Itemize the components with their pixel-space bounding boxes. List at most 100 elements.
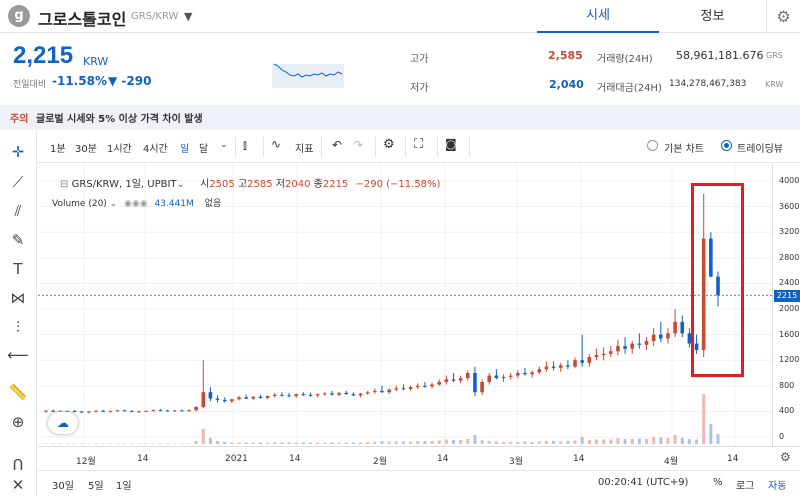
tradingview-radio[interactable] [721, 140, 732, 151]
indicator-icon[interactable]: ∿ [271, 137, 282, 151]
interval-1h[interactable]: 1시간 [107, 144, 132, 155]
volume-settings-icon[interactable]: ◉◉◉ [124, 199, 148, 209]
tradingview-label[interactable]: 트레이딩뷰 [737, 144, 783, 155]
candle-body [387, 389, 391, 393]
range-30d[interactable]: 30일 [52, 481, 74, 492]
volume-bar [637, 438, 641, 444]
volume-bar [237, 442, 241, 444]
volume-bar [695, 439, 699, 444]
price-unit: KRW [83, 55, 109, 68]
clock[interactable]: 00:20:41 (UTC+9) [598, 477, 689, 488]
gear-icon[interactable]: ⚙ [766, 0, 800, 33]
range-1d[interactable]: 1일 [116, 481, 132, 492]
back-arrow-icon[interactable]: ⟵ [7, 346, 29, 364]
volume-bar [94, 443, 98, 444]
candle-body [358, 393, 363, 396]
log-toggle[interactable]: 로그 [736, 481, 755, 492]
volume-bar [409, 441, 413, 444]
volume-bar [130, 443, 134, 444]
volume-bar [194, 441, 198, 444]
x-tick: 2월 [373, 457, 388, 467]
candle-type-icon[interactable]: ⫾ [243, 138, 247, 152]
coin-pair: GRS/KRW [131, 11, 179, 22]
candle-body [573, 360, 577, 367]
y-tick: 800 [779, 380, 795, 390]
pattern-icon[interactable]: ⋈ [10, 289, 26, 307]
undo-icon[interactable]: ↶ [332, 138, 343, 152]
x-tick: 14 [289, 454, 301, 464]
percent-toggle[interactable]: % [713, 477, 723, 488]
volume-bar [380, 441, 384, 444]
magnet-icon[interactable]: Ո [12, 456, 24, 474]
interval-month[interactable]: 달 [199, 144, 209, 155]
interval-30m[interactable]: 30분 [75, 144, 97, 155]
brush-icon[interactable]: ✎ [11, 231, 25, 249]
volume-bar [80, 443, 84, 444]
volume-unit: GRS [766, 51, 783, 60]
coin-name[interactable]: 그로스톨코인 [38, 10, 127, 29]
candle-body [222, 399, 227, 402]
zoom-in-icon[interactable]: ⊕ [11, 413, 25, 431]
volume-bar [344, 442, 348, 444]
volume-bar [330, 442, 334, 444]
volume-bar [630, 439, 634, 444]
auto-toggle[interactable]: 자동 [768, 481, 787, 492]
hide-drawings-icon[interactable]: ✕ [11, 476, 25, 494]
tab-price[interactable]: 시세 [537, 0, 659, 33]
volume-bar [530, 442, 534, 444]
y-tick: 400 [779, 406, 795, 416]
volume-bar [416, 441, 420, 444]
text-icon[interactable]: T [13, 260, 23, 278]
change-legend: −290 (−11.58%) [355, 179, 441, 190]
change-amount: ▼ -290 [108, 74, 152, 88]
high-label: 고가 [410, 54, 429, 65]
candle-body [601, 353, 606, 356]
fullscreen-icon[interactable]: ⛶ [414, 137, 424, 152]
volume-bar [115, 443, 119, 444]
amount-unit: KRW [765, 80, 784, 89]
settings-icon[interactable]: ⚙ [383, 137, 395, 152]
interval-day[interactable]: 일 [180, 144, 190, 155]
basic-chart-radio[interactable] [647, 140, 658, 151]
ruler-measure-icon[interactable]: ⫶ [16, 318, 20, 336]
volume-bar [387, 441, 391, 444]
basic-chart-label[interactable]: 기본 차트 [664, 144, 704, 155]
camera-icon[interactable]: ◙ [445, 137, 457, 151]
volume-bar [537, 441, 541, 444]
candle-body [158, 410, 163, 412]
indicator-button[interactable]: 지표 [295, 144, 314, 155]
candle-body [315, 394, 320, 396]
interval-4h[interactable]: 4시간 [143, 144, 168, 155]
collapse-icon[interactable]: ⊟ [60, 179, 69, 190]
candle-body [608, 351, 613, 354]
candlestick-chart[interactable] [38, 164, 772, 446]
chevron-down-icon[interactable]: ▼ [184, 10, 193, 23]
tab-info[interactable]: 정보 [700, 9, 725, 24]
candle-body [401, 388, 406, 390]
fork-icon[interactable]: ⫽ [14, 202, 22, 220]
volume-bar [123, 443, 127, 444]
volume-bar [451, 440, 455, 444]
candle-body [544, 366, 549, 370]
interval-1m[interactable]: 1분 [50, 144, 66, 155]
candle-body [680, 321, 685, 334]
volume-legend-label[interactable]: Volume (20) [52, 199, 107, 209]
coin-logo: g [8, 5, 30, 27]
trendline-icon[interactable]: ⟋ [12, 173, 24, 191]
candle-body [180, 410, 184, 412]
volume-label: 거래량(24H) [597, 54, 653, 65]
ruler-icon[interactable]: 📏 [8, 383, 28, 401]
tradingview-logo-icon[interactable]: ☁ [48, 412, 78, 434]
candle-body [716, 276, 720, 296]
candle-body [587, 357, 592, 363]
crosshair-icon[interactable]: ✛ [11, 143, 25, 161]
legend-symbol[interactable]: GRS/KRW, 1일, UPBIT [71, 179, 177, 190]
redo-icon[interactable]: ↷ [353, 138, 364, 152]
candle-body [537, 369, 542, 373]
volume-bar [137, 443, 141, 444]
open-label: 시 [200, 179, 210, 190]
axis-settings-icon[interactable]: ⚙ [780, 450, 791, 464]
candle-body [187, 410, 191, 412]
chevron-down-icon[interactable]: ⌄ [220, 140, 228, 150]
range-5d[interactable]: 5일 [88, 481, 104, 492]
